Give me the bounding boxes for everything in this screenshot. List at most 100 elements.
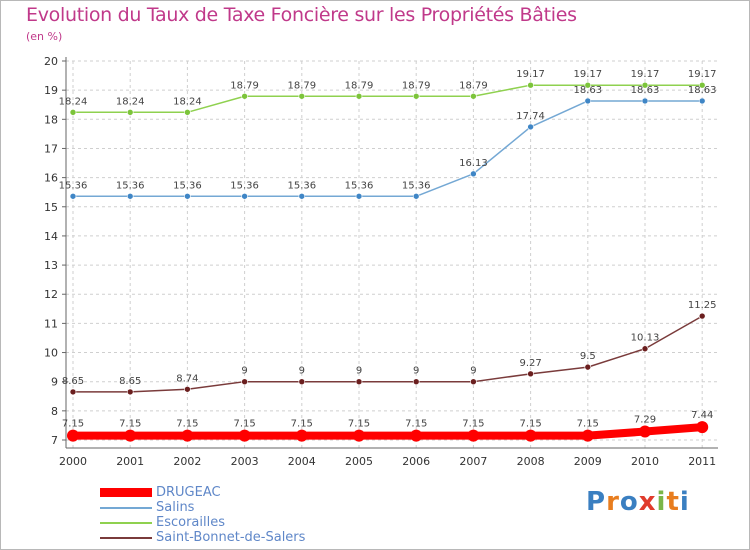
- series-lines: [67, 81, 709, 442]
- legend: DRUGEAC Salins Escorailles Saint-Bonnet-…: [100, 485, 305, 545]
- data-point-salins-2005: [355, 192, 363, 200]
- data-point-drugeac-2007: [467, 429, 480, 442]
- logo-letter: t: [666, 487, 680, 517]
- data-label-saint-bonnet-de-salers-2008: 9.27: [519, 358, 541, 369]
- x-tick-label-2003: 2003: [231, 455, 259, 468]
- y-tick-label-16: 16: [44, 172, 58, 185]
- data-point-salins-2009: [584, 97, 592, 105]
- data-point-drugeac-2003: [238, 429, 251, 442]
- series-line-salins: [72, 100, 703, 198]
- x-tick-label-2010: 2010: [631, 455, 659, 468]
- data-label-escorailles-2007: 18.79: [459, 80, 488, 91]
- data-point-drugeac-2009: [581, 429, 594, 442]
- data-point-saint-bonnet-de-salers-2002: [184, 385, 191, 393]
- data-point-salins-2006: [412, 192, 420, 200]
- data-label-drugeac-2002: 7.15: [176, 419, 198, 430]
- data-point-drugeac-2002: [181, 429, 194, 442]
- data-label-escorailles-2005: 18.79: [345, 80, 374, 91]
- data-label-salins-2001: 15.36: [116, 180, 145, 191]
- data-label-salins-2008: 17.74: [516, 111, 545, 122]
- data-point-drugeac-2008: [524, 429, 537, 442]
- x-tick-label-2011: 2011: [688, 455, 716, 468]
- logo-letter: i: [679, 487, 690, 517]
- data-point-saint-bonnet-de-salers-2000: [69, 388, 77, 396]
- data-point-saint-bonnet-de-salers-2006: [412, 378, 420, 385]
- data-label-salins-2002: 15.36: [173, 180, 202, 191]
- data-label-salins-2000: 15.36: [59, 180, 88, 191]
- data-point-escorailles-2004: [298, 92, 306, 100]
- logo-letter: x: [638, 487, 657, 517]
- legend-swatch-saint-bonnet: [100, 536, 152, 539]
- data-point-escorailles-2005: [355, 92, 363, 100]
- data-label-drugeac-2007: 7.15: [462, 419, 484, 430]
- data-point-drugeac-2010: [639, 425, 651, 438]
- data-label-drugeac-2004: 7.15: [291, 419, 313, 430]
- data-label-salins-2006: 15.36: [402, 180, 431, 191]
- data-label-escorailles-2001: 18.24: [116, 96, 145, 107]
- data-point-drugeac-2006: [410, 429, 423, 442]
- legend-label-drugeac: DRUGEAC: [156, 485, 221, 500]
- data-point-saint-bonnet-de-salers-2007: [470, 378, 477, 385]
- data-point-saint-bonnet-de-salers-2008: [527, 370, 534, 378]
- data-label-salins-2009: 18.63: [573, 85, 602, 96]
- data-point-drugeac-2000: [67, 429, 79, 442]
- data-point-salins-2004: [298, 192, 306, 200]
- y-tick-label-18: 18: [44, 113, 58, 126]
- data-label-salins-2004: 15.36: [287, 180, 316, 191]
- data-label-salins-2003: 15.36: [230, 180, 259, 191]
- legend-item-salins: Salins: [100, 500, 305, 515]
- y-tick-label-8: 8: [51, 405, 58, 418]
- data-label-salins-2010: 18.63: [631, 85, 660, 96]
- data-label-drugeac-2001: 7.15: [119, 419, 141, 430]
- data-label-escorailles-2004: 18.79: [287, 80, 316, 91]
- data-label-drugeac-2011: 7.44: [691, 410, 713, 421]
- legend-item-drugeac: DRUGEAC: [100, 485, 305, 500]
- y-tick-label-20: 20: [44, 55, 58, 68]
- data-label-salins-2005: 15.36: [345, 180, 374, 191]
- data-point-escorailles-2003: [241, 92, 248, 100]
- legend-item-escorailles: Escorailles: [100, 515, 305, 530]
- data-point-drugeac-2004: [295, 429, 308, 442]
- y-tick-label-7: 7: [51, 434, 58, 447]
- y-tick-label-14: 14: [44, 230, 58, 243]
- data-point-saint-bonnet-de-salers-2004: [298, 378, 306, 385]
- data-point-saint-bonnet-de-salers-2001: [126, 388, 134, 396]
- data-point-drugeac-2005: [353, 429, 365, 442]
- logo-letter: r: [606, 487, 620, 517]
- x-tick-label-2008: 2008: [517, 455, 545, 468]
- x-tick-label-2006: 2006: [402, 455, 430, 468]
- x-tick-label-2001: 2001: [116, 455, 144, 468]
- data-label-saint-bonnet-de-salers-2005: 9: [356, 366, 362, 377]
- data-label-escorailles-2002: 18.24: [173, 96, 202, 107]
- data-point-saint-bonnet-de-salers-2011: [698, 312, 706, 320]
- data-label-saint-bonnet-de-salers-2004: 9: [299, 366, 305, 377]
- data-label-escorailles-2010: 19.17: [631, 69, 660, 80]
- data-label-drugeac-2006: 7.15: [405, 419, 427, 430]
- y-tick-label-10: 10: [44, 347, 58, 360]
- y-tick-label-19: 19: [44, 84, 58, 97]
- data-point-salins-2010: [641, 97, 649, 105]
- data-label-saint-bonnet-de-salers-2003: 9: [241, 366, 247, 377]
- data-point-escorailles-2011: [698, 81, 706, 89]
- data-label-saint-bonnet-de-salers-2011: 11.25: [688, 300, 717, 311]
- data-point-escorailles-2010: [641, 81, 649, 89]
- data-label-salins-2007: 16.13: [459, 158, 488, 169]
- y-tick-label-11: 11: [44, 317, 58, 330]
- data-label-drugeac-2009: 7.15: [577, 419, 599, 430]
- data-label-drugeac-2000: 7.15: [62, 419, 84, 430]
- gridlines: [66, 60, 718, 448]
- data-point-escorailles-2002: [184, 109, 191, 116]
- data-point-escorailles-2006: [412, 92, 420, 100]
- data-label-drugeac-2010: 7.29: [634, 415, 656, 426]
- x-tick-label-2000: 2000: [59, 455, 87, 468]
- y-tick-label-15: 15: [44, 201, 58, 214]
- data-label-escorailles-2011: 19.17: [688, 69, 717, 80]
- y-tick-label-17: 17: [44, 142, 58, 155]
- legend-swatch-escorailles: [100, 521, 152, 524]
- data-label-saint-bonnet-de-salers-2009: 9.5: [580, 351, 596, 362]
- data-point-salins-2011: [698, 97, 706, 105]
- legend-swatch-salins: [100, 506, 152, 509]
- y-tick-label-9: 9: [51, 376, 58, 389]
- data-label-escorailles-2006: 18.79: [402, 80, 431, 91]
